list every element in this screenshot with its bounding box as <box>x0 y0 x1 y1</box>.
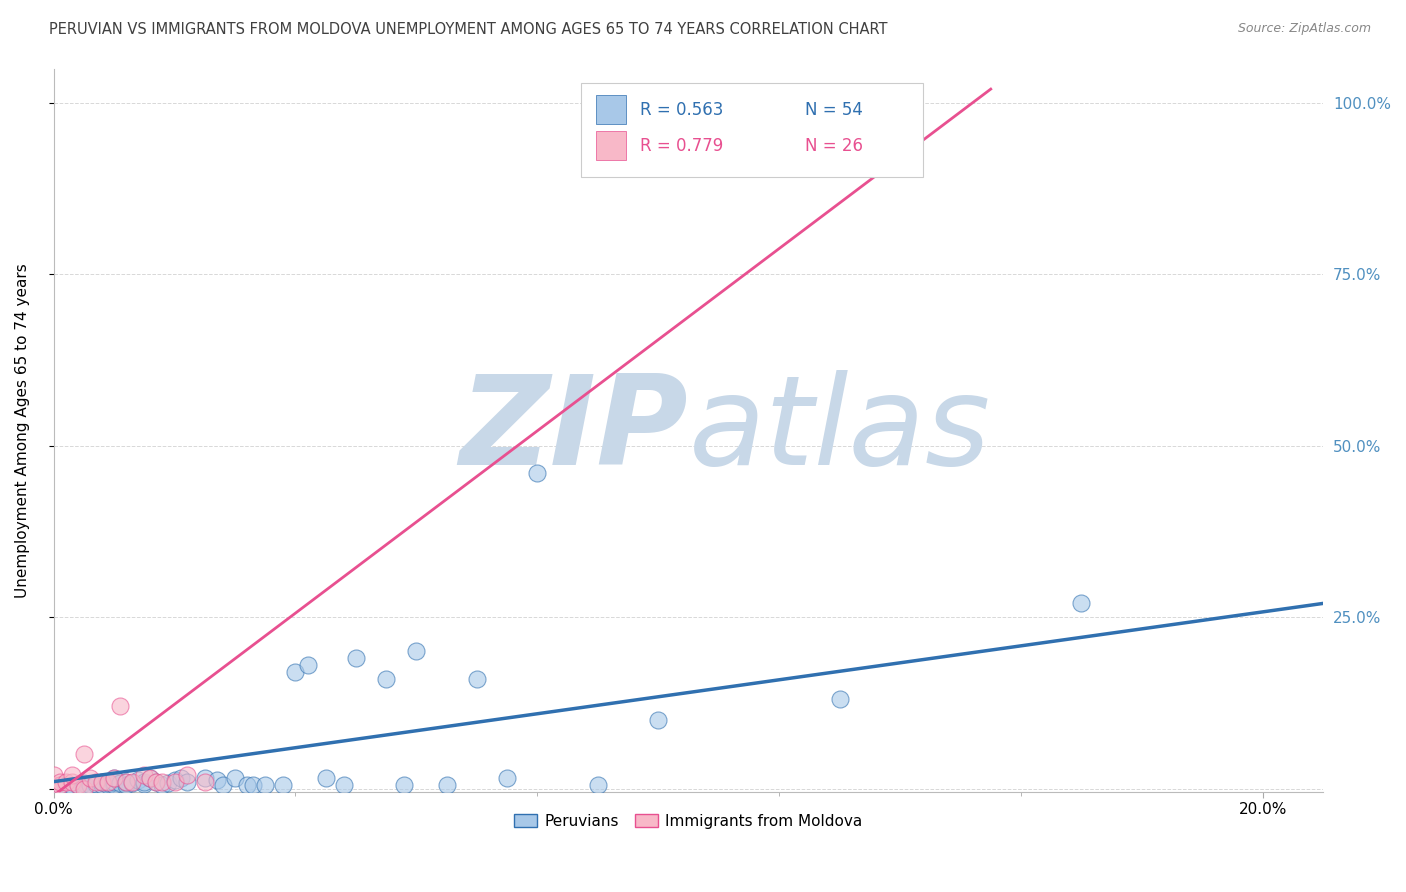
Point <box>48 774 70 789</box>
Point <box>79 778 101 792</box>
Point <box>375 672 398 686</box>
Point <box>84 777 107 791</box>
Point <box>163 774 186 789</box>
Point <box>55 774 77 789</box>
Text: Source: ZipAtlas.com: Source: ZipAtlas.com <box>1237 22 1371 36</box>
Point <box>236 778 259 792</box>
Point <box>115 774 138 789</box>
Point <box>169 771 191 785</box>
Point <box>73 747 96 762</box>
Point <box>333 778 356 792</box>
Point <box>152 774 174 789</box>
Point <box>647 713 669 727</box>
Point <box>97 778 120 792</box>
Point <box>194 771 217 785</box>
Point <box>48 778 70 792</box>
Point <box>42 778 65 792</box>
Point <box>254 778 277 792</box>
Point <box>66 778 89 792</box>
Point <box>1070 596 1092 610</box>
Point <box>344 651 367 665</box>
Point <box>60 768 83 782</box>
Point <box>405 644 427 658</box>
Point <box>242 778 264 792</box>
Point <box>157 776 180 790</box>
Point <box>60 774 83 789</box>
Point <box>103 774 125 789</box>
Point <box>79 771 101 785</box>
Point <box>145 774 167 789</box>
Point <box>212 778 235 792</box>
Point <box>60 780 83 794</box>
FancyBboxPatch shape <box>596 131 626 161</box>
Text: PERUVIAN VS IMMIGRANTS FROM MOLDOVA UNEMPLOYMENT AMONG AGES 65 TO 74 YEARS CORRE: PERUVIAN VS IMMIGRANTS FROM MOLDOVA UNEM… <box>49 22 887 37</box>
Point <box>139 771 162 785</box>
Point <box>84 774 107 789</box>
Point <box>97 776 120 790</box>
Text: R = 0.779: R = 0.779 <box>640 137 724 155</box>
FancyBboxPatch shape <box>581 83 924 177</box>
Point <box>73 776 96 790</box>
Text: R = 0.563: R = 0.563 <box>640 101 724 119</box>
Text: atlas: atlas <box>689 370 991 491</box>
Point <box>176 774 198 789</box>
Text: N = 26: N = 26 <box>806 137 863 155</box>
Point <box>121 774 143 789</box>
Point <box>134 768 156 782</box>
Point <box>828 692 851 706</box>
Y-axis label: Unemployment Among Ages 65 to 74 years: Unemployment Among Ages 65 to 74 years <box>15 263 30 598</box>
Point <box>134 777 156 791</box>
Point <box>55 780 77 794</box>
Point <box>273 778 295 792</box>
Point <box>91 774 114 789</box>
Point <box>586 778 609 792</box>
Point <box>42 781 65 796</box>
Point <box>73 781 96 796</box>
Point <box>115 774 138 789</box>
Point <box>176 768 198 782</box>
Point <box>436 778 458 792</box>
Point <box>152 778 174 792</box>
Point <box>91 774 114 789</box>
Point <box>526 466 548 480</box>
Point <box>73 780 96 794</box>
Point <box>496 771 519 785</box>
FancyBboxPatch shape <box>596 95 626 124</box>
Text: ZIP: ZIP <box>460 370 689 491</box>
Point <box>115 778 138 792</box>
Point <box>103 771 125 785</box>
Point <box>127 773 149 788</box>
Point <box>103 771 125 785</box>
Point <box>889 110 911 124</box>
Text: N = 54: N = 54 <box>806 101 863 119</box>
Point <box>139 771 162 785</box>
Point <box>66 778 89 792</box>
Point <box>91 778 114 792</box>
Point <box>163 773 186 788</box>
Point <box>394 778 416 792</box>
Point <box>134 774 156 789</box>
Point <box>145 774 167 789</box>
Point <box>224 771 246 785</box>
Legend: Peruvians, Immigrants from Moldova: Peruvians, Immigrants from Moldova <box>508 807 869 835</box>
Point <box>108 699 131 714</box>
Point <box>121 776 143 790</box>
Point <box>205 773 228 788</box>
Point <box>194 774 217 789</box>
Point <box>465 672 488 686</box>
Point <box>48 778 70 792</box>
Point <box>315 771 337 785</box>
Point <box>97 774 120 789</box>
Point <box>284 665 307 679</box>
Point <box>108 776 131 790</box>
Point <box>297 658 319 673</box>
Point <box>103 778 125 792</box>
Point <box>42 768 65 782</box>
